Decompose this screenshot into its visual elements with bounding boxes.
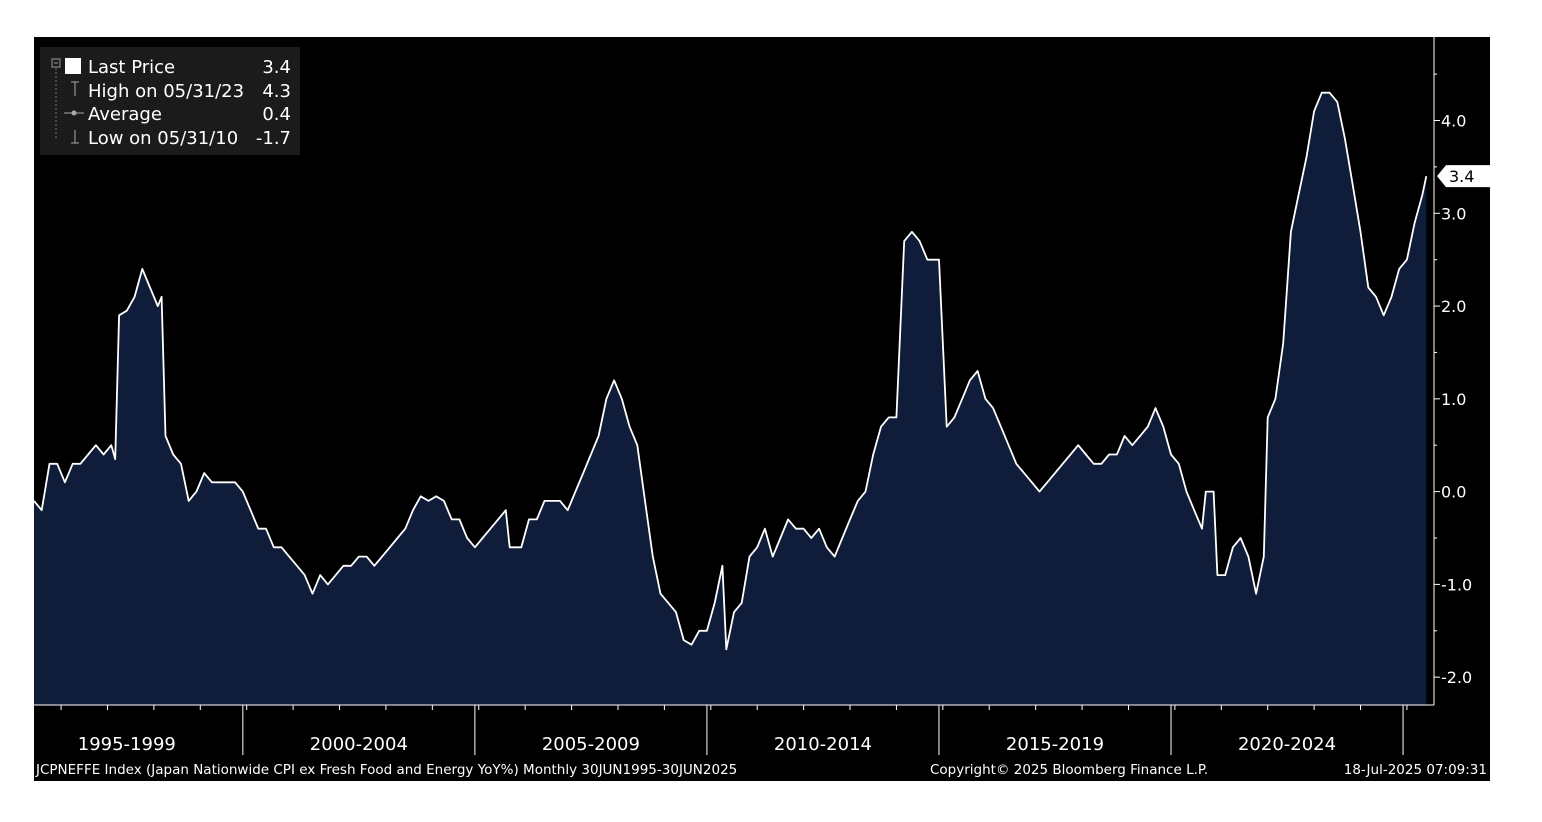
legend-value-high: 4.3 [262,81,291,102]
last-price-tag: 3.4 [1437,165,1490,188]
high-marker-icon [71,81,79,96]
low-marker-icon [71,130,79,144]
price-area [34,92,1427,705]
footer-copyright: Copyright© 2025 Bloomberg Finance L.P. [930,762,1208,778]
legend: Last Price 3.4 High on 05/31/23 4.3 Aver… [40,47,300,155]
x-group-label: 2005-2009 [542,734,640,755]
legend-value-average: 0.4 [262,104,291,125]
price-area-layer [33,91,1428,705]
footer: JCPNEFFE Index (Japan Nationwide CPI ex … [35,762,1487,778]
last-price-tag-text: 3.4 [1449,167,1474,186]
square-icon [65,58,81,74]
y-tick-label: 3.0 [1441,204,1466,223]
legend-box [40,47,300,155]
y-tick-label: -2.0 [1441,668,1472,687]
x-group-label: 1995-1999 [78,734,176,755]
legend-label-average: Average [88,104,162,125]
y-tick-label: 0.0 [1441,483,1466,502]
y-tick-label: 2.0 [1441,297,1466,316]
legend-label-high: High on 05/31/23 [88,81,244,102]
legend-value-low: -1.7 [256,128,291,149]
price-line [33,91,1428,651]
x-group-label: 2000-2004 [310,734,408,755]
last-price-tag-shape [1437,165,1490,188]
x-axis: 1995-1999 2000-2004 2005-2009 2010-2014 2015… [34,704,1434,755]
x-group-label: 2010-2014 [774,734,872,755]
y-tick-label: -1.0 [1441,575,1472,594]
average-marker-icon [64,110,84,116]
y-tick-label: 1.0 [1441,390,1466,409]
footer-description: JCPNEFFE Index (Japan Nationwide CPI ex … [35,762,737,778]
y-tick-label: 4.0 [1441,112,1466,131]
legend-label-low: Low on 05/31/10 [88,128,238,149]
footer-timestamp: 18-Jul-2025 07:09:31 [1344,762,1487,778]
x-group-label: 2015-2019 [1006,734,1104,755]
legend-label-last-price: Last Price [88,57,175,78]
x-group-label: 2020-2024 [1238,734,1336,755]
collapse-icon[interactable] [51,58,61,68]
legend-value-last-price: 3.4 [262,57,291,78]
y-axis: 4.0 3.0 2.0 1.0 0.0 -1.0 -2.0 [1433,37,1472,705]
legend-icons [51,58,84,144]
